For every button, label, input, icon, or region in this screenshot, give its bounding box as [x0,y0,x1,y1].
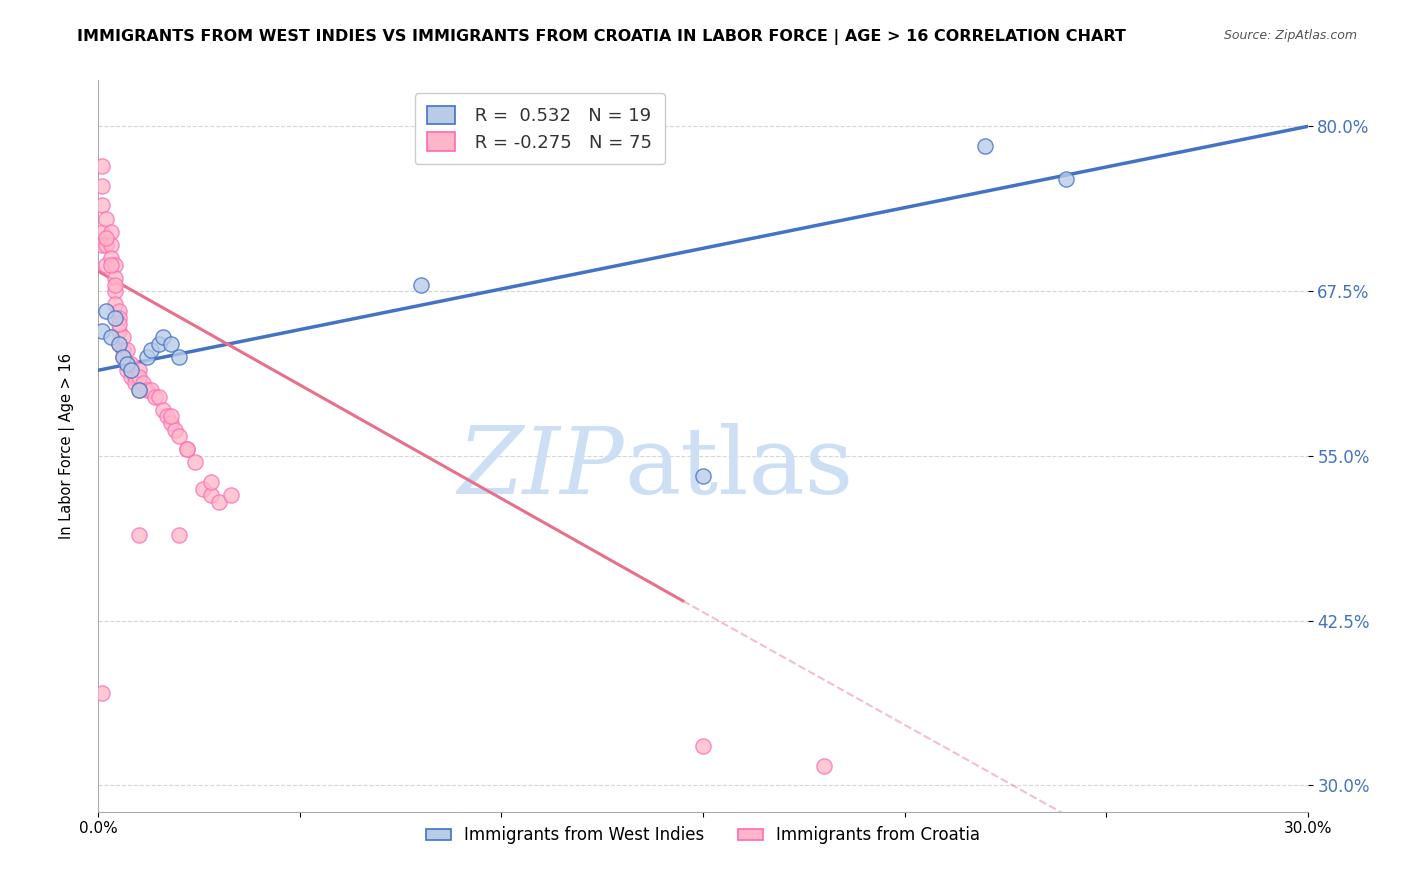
Point [100,258,122,272]
Point [163,423,186,437]
Point [111,350,134,364]
Text: In Labor Force | Age > 16: In Labor Force | Age > 16 [59,353,76,539]
Point [100,225,122,239]
Point [120,369,142,384]
Point [139,383,162,397]
Point [135,350,157,364]
Point [96,258,118,272]
Point [813,758,835,772]
Point [103,271,125,285]
Point [107,336,129,351]
Point [128,383,150,397]
Point [143,390,166,404]
Legend: Immigrants from West Indies, Immigrants from Croatia: Immigrants from West Indies, Immigrants … [419,820,987,851]
Point [152,330,174,344]
Text: atlas: atlas [624,423,853,513]
Point [132,376,155,391]
Point [167,528,190,542]
Point [124,376,146,391]
Point [96,238,118,252]
Point [152,402,174,417]
Point [160,336,183,351]
Point [193,482,215,496]
Point [115,357,138,371]
Point [103,310,125,325]
Text: Source: ZipAtlas.com: Source: ZipAtlas.com [1223,29,1357,42]
Point [167,350,190,364]
Point [128,383,150,397]
Point [200,488,222,502]
Point [120,363,142,377]
Point [107,304,129,318]
Point [100,330,122,344]
Point [176,442,198,457]
Point [128,528,150,542]
Point [167,429,190,443]
Point [103,258,125,272]
Point [692,739,714,753]
Point [148,336,170,351]
Point [135,383,157,397]
Text: IMMIGRANTS FROM WEST INDIES VS IMMIGRANTS FROM CROATIA IN LABOR FORCE | AGE > 16: IMMIGRANTS FROM WEST INDIES VS IMMIGRANT… [77,29,1126,45]
Point [111,330,134,344]
Point [96,211,118,226]
Point [200,475,222,490]
Point [91,178,114,193]
Point [208,495,231,509]
Point [103,277,125,292]
Point [91,225,114,239]
Point [128,369,150,384]
Point [107,317,129,331]
Point [103,297,125,311]
Point [120,357,142,371]
Point [221,488,243,502]
Point [148,390,170,404]
Point [156,409,179,424]
Point [100,238,122,252]
Point [409,277,432,292]
Point [115,343,138,358]
Point [160,409,183,424]
Point [974,139,997,153]
Point [115,363,138,377]
Point [107,310,129,325]
Point [107,324,129,338]
Point [91,198,114,212]
Point [124,369,146,384]
Point [176,442,198,457]
Point [111,343,134,358]
Point [103,284,125,298]
Point [115,357,138,371]
Point [91,159,114,173]
Point [160,416,183,430]
Point [107,336,129,351]
Point [692,468,714,483]
Point [128,363,150,377]
Point [91,324,114,338]
Point [91,686,114,700]
Text: ZIP: ZIP [458,423,624,513]
Point [1054,172,1077,186]
Point [111,350,134,364]
Point [184,455,207,469]
Point [91,238,114,252]
Point [96,304,118,318]
Point [100,251,122,265]
Point [96,231,118,245]
Point [139,343,162,358]
